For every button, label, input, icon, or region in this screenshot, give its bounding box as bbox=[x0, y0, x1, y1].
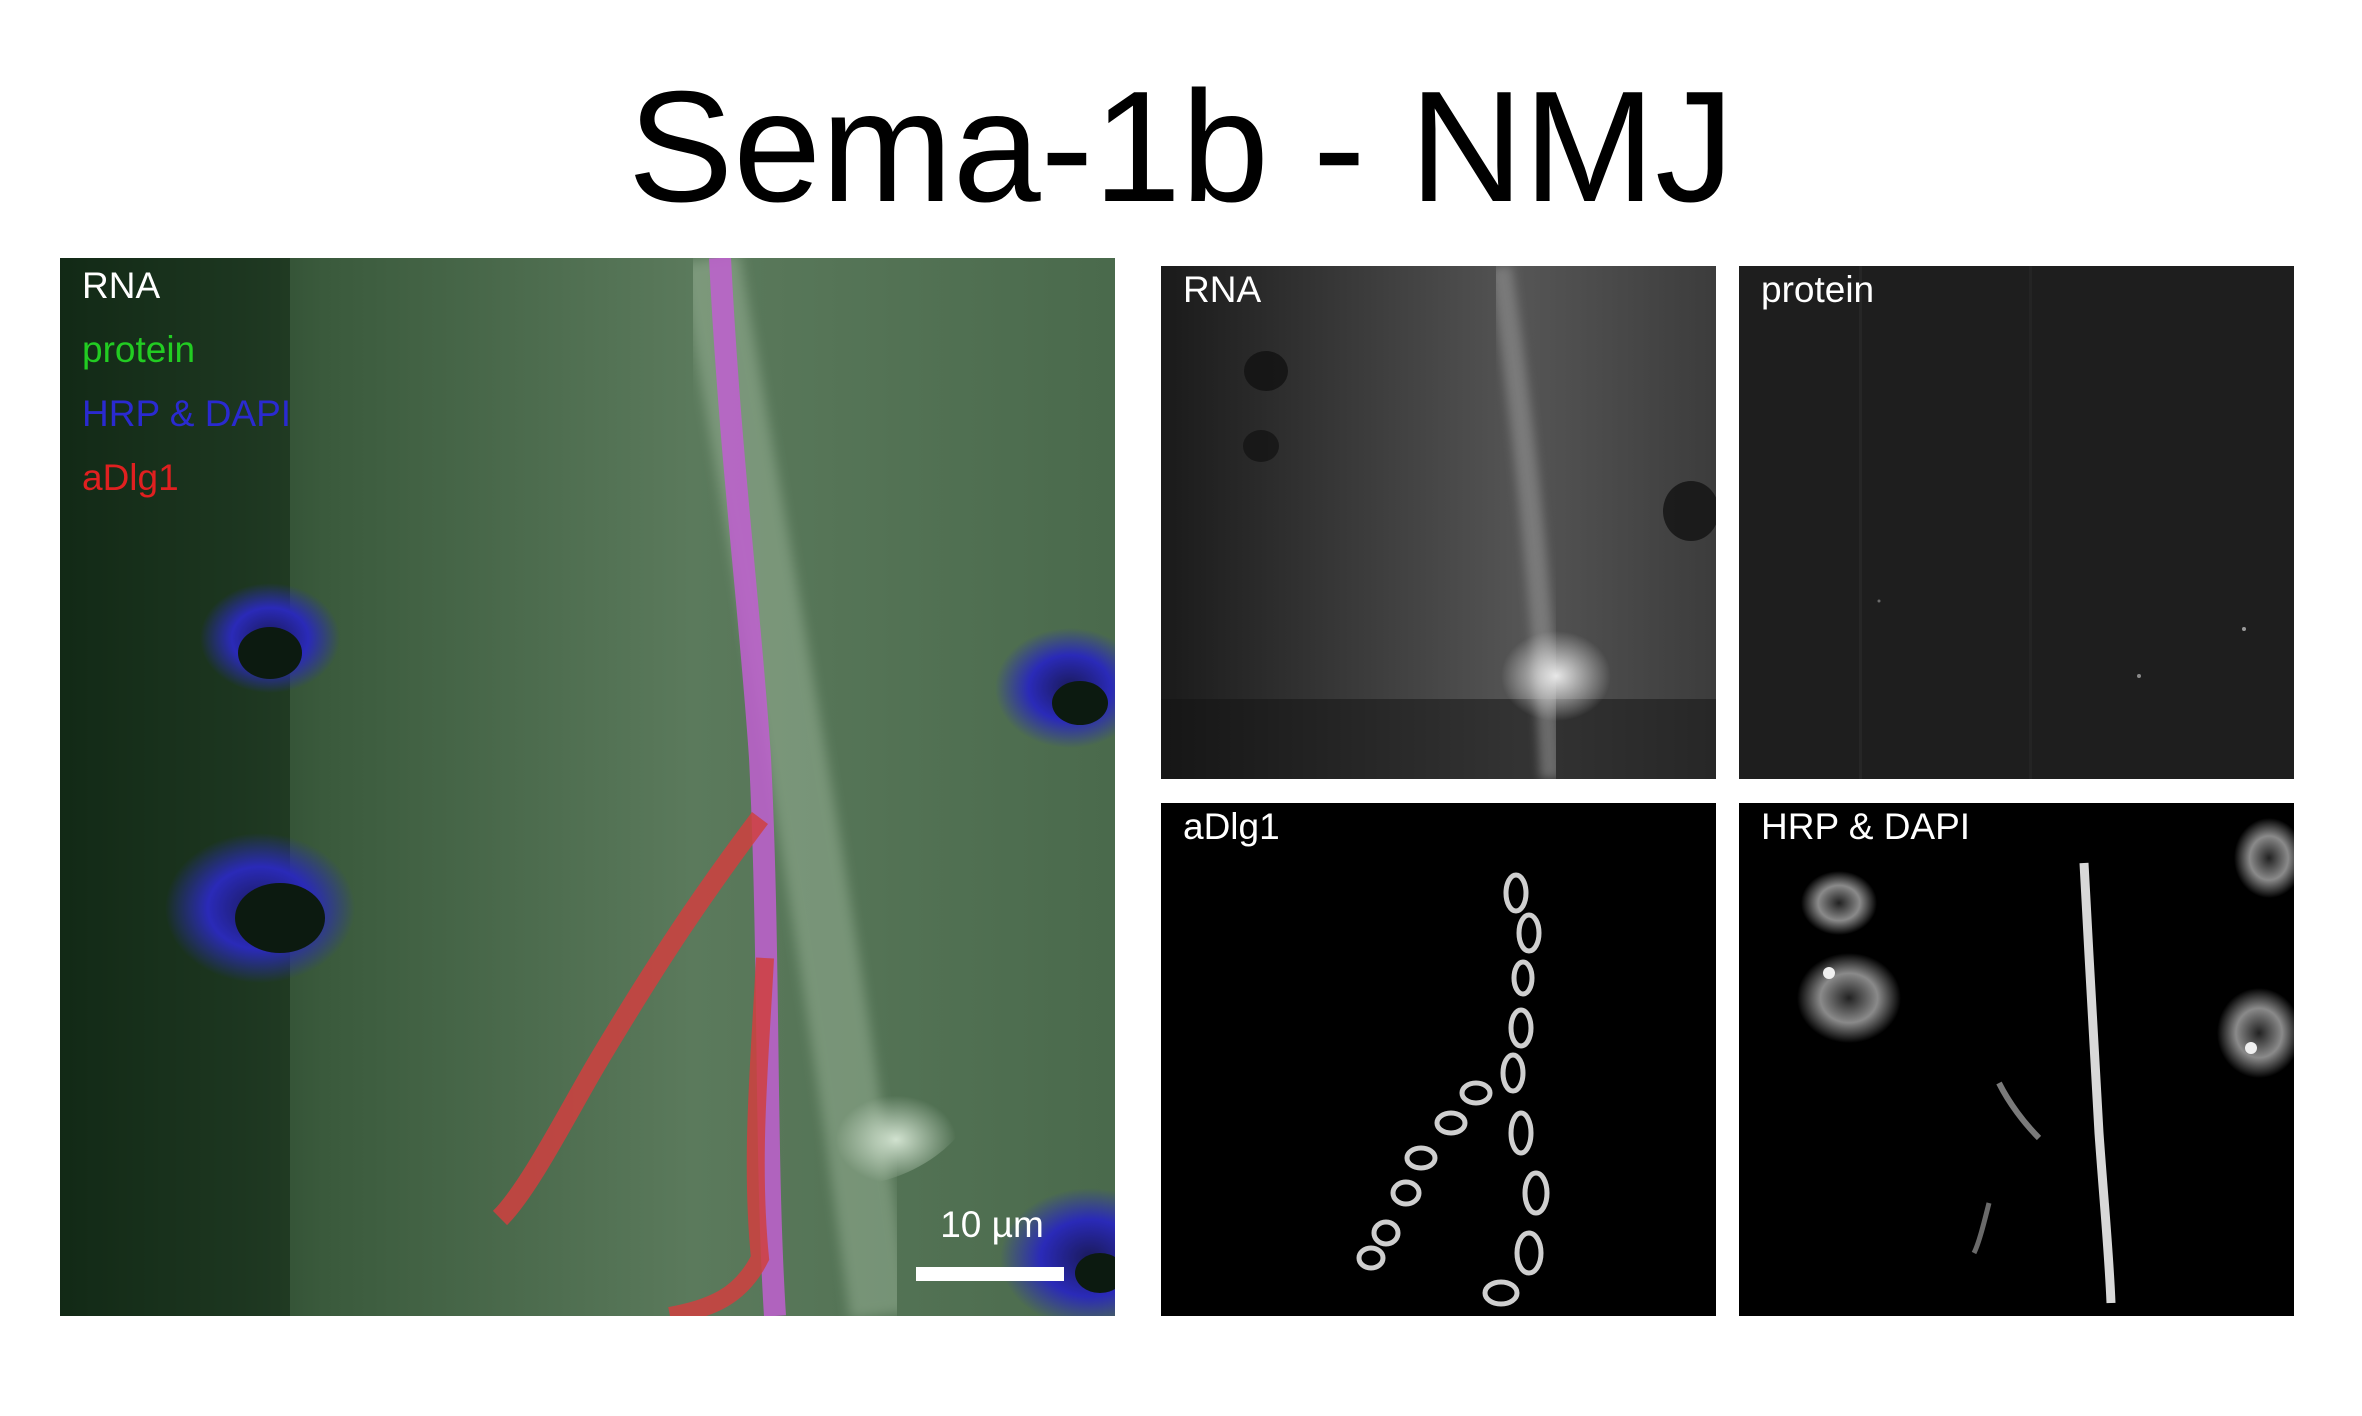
adlg1-channel-label: aDlg1 bbox=[1183, 807, 1280, 847]
legend-label-hrp-dapi: HRP & DAPI bbox=[82, 394, 291, 434]
scale-bar-label: 10 µm bbox=[872, 1205, 1112, 1245]
merged-micrograph: RNA protein HRP & DAPI aDlg1 10 µm bbox=[60, 258, 1115, 1316]
adlg1-channel-image bbox=[1161, 803, 1716, 1316]
hrp-dapi-channel-panel: HRP & DAPI bbox=[1739, 803, 2294, 1316]
hrp-dapi-channel-image bbox=[1739, 803, 2294, 1316]
protein-channel-image bbox=[1739, 266, 2294, 779]
rna-channel-label: RNA bbox=[1183, 270, 1261, 310]
legend-label-protein: protein bbox=[82, 330, 195, 370]
rna-channel-image bbox=[1161, 266, 1716, 779]
legend-label-rna: RNA bbox=[82, 266, 160, 306]
protein-channel-label: protein bbox=[1761, 270, 1874, 310]
hrp-dapi-channel-label: HRP & DAPI bbox=[1761, 807, 1970, 847]
scale-bar bbox=[916, 1267, 1064, 1281]
legend-label-adlg1: aDlg1 bbox=[82, 458, 179, 498]
figure-title: Sema-1b - NMJ bbox=[0, 62, 2362, 232]
rna-channel-panel: RNA bbox=[1161, 266, 1716, 779]
protein-channel-panel: protein bbox=[1739, 266, 2294, 779]
adlg1-channel-panel: aDlg1 bbox=[1161, 803, 1716, 1316]
